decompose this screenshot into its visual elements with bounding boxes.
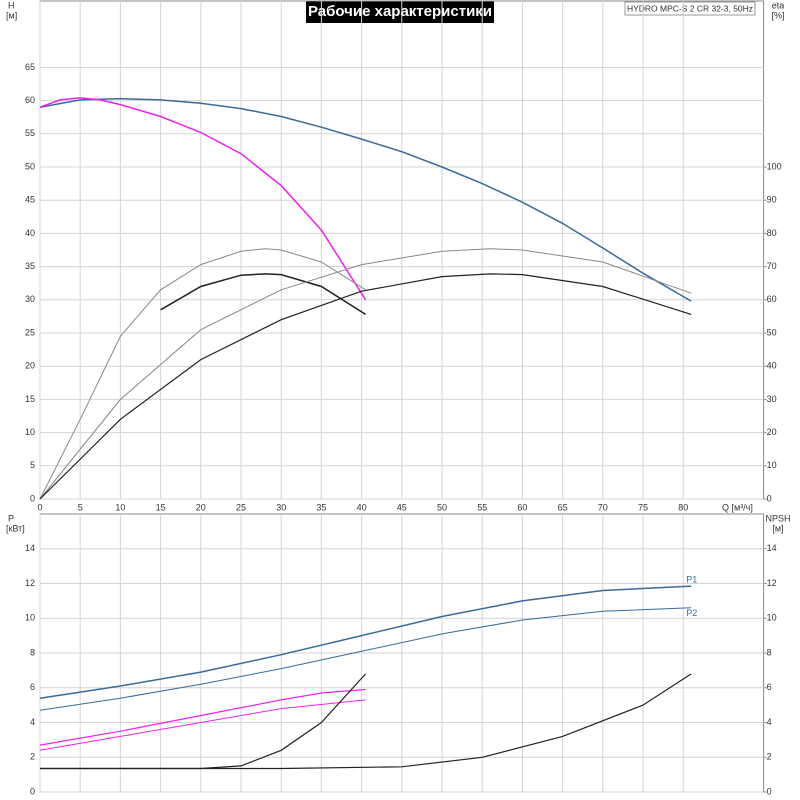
y-tick-label: 12 bbox=[25, 578, 35, 588]
y2-tick-label: 20 bbox=[767, 427, 777, 437]
y2-axis-unit: [м] bbox=[772, 523, 783, 533]
y-tick-label: 30 bbox=[25, 294, 35, 304]
y2-tick-label: 50 bbox=[767, 327, 777, 337]
y-tick-label: 35 bbox=[25, 261, 35, 271]
title-box bbox=[306, 1, 494, 23]
y2-tick-label: 2 bbox=[767, 752, 772, 762]
y2-tick-label: 10 bbox=[767, 460, 777, 470]
y2-axis-label: eta bbox=[772, 0, 785, 10]
y-tick-label: 14 bbox=[25, 543, 35, 553]
x-tick-label: 30 bbox=[276, 502, 286, 512]
y-tick-label: 4 bbox=[30, 717, 35, 727]
y2-tick-label: 10 bbox=[767, 613, 777, 623]
x-tick-label: 70 bbox=[598, 502, 608, 512]
curve bbox=[39, 688, 366, 746]
y-tick-label: 60 bbox=[25, 95, 35, 105]
curve bbox=[40, 673, 692, 770]
y-tick-label: 55 bbox=[25, 128, 35, 138]
y-tick-label: 10 bbox=[25, 613, 35, 623]
y-axis-label: P bbox=[8, 513, 14, 523]
y-tick-label: 20 bbox=[25, 361, 35, 371]
y-tick-label: 5 bbox=[30, 460, 35, 470]
y-tick-label: 65 bbox=[25, 62, 35, 72]
y-axis-unit: [м] bbox=[6, 10, 17, 20]
x-tick-label: 45 bbox=[397, 502, 407, 512]
y-tick-label: 15 bbox=[25, 394, 35, 404]
y-axis-unit: [кВт] bbox=[6, 523, 25, 533]
curve bbox=[39, 97, 692, 302]
y2-tick-label: 60 bbox=[767, 294, 777, 304]
y-tick-label: 10 bbox=[25, 427, 35, 437]
y-tick-label: 50 bbox=[25, 161, 35, 171]
y2-tick-label: 30 bbox=[767, 394, 777, 404]
y-tick-label: 25 bbox=[25, 327, 35, 337]
y-tick-label: 6 bbox=[30, 682, 35, 692]
y-tick-label: 8 bbox=[30, 647, 35, 657]
note-box bbox=[624, 1, 756, 16]
y2-tick-label: 12 bbox=[767, 578, 777, 588]
x-tick-label: 65 bbox=[558, 502, 568, 512]
y2-tick-label: 40 bbox=[767, 361, 777, 371]
y-tick-label: 45 bbox=[25, 195, 35, 205]
y-tick-label: 40 bbox=[25, 228, 35, 238]
y2-tick-label: 4 bbox=[767, 717, 772, 727]
y2-axis-unit: [%] bbox=[771, 10, 784, 20]
x-tick-label: 20 bbox=[196, 502, 206, 512]
y2-tick-label: 6 bbox=[767, 682, 772, 692]
curve bbox=[39, 607, 692, 711]
curve bbox=[39, 585, 692, 699]
y-tick-label: 0 bbox=[30, 493, 35, 503]
y2-tick-label: 80 bbox=[767, 228, 777, 238]
x-tick-label: 5 bbox=[78, 502, 83, 512]
x-tick-label: 10 bbox=[115, 502, 125, 512]
x-tick-label: 15 bbox=[156, 502, 166, 512]
curve bbox=[39, 273, 692, 500]
y2-tick-label: 100 bbox=[767, 161, 782, 171]
curve bbox=[39, 248, 366, 500]
x-tick-label: 0 bbox=[37, 502, 42, 512]
legend-label: P2 bbox=[686, 608, 697, 618]
model-note: HYDRO MPC-S 2 CR 32-3, 50Hz bbox=[627, 3, 753, 13]
x-tick-label: 55 bbox=[477, 502, 487, 512]
y2-tick-label: 90 bbox=[767, 195, 777, 205]
y2-tick-label: 0 bbox=[767, 786, 772, 796]
curve bbox=[39, 699, 366, 751]
x-axis-label: Q [м³/ч] bbox=[722, 502, 753, 512]
x-tick-label: 25 bbox=[236, 502, 246, 512]
y2-tick-label: 0 bbox=[767, 493, 772, 503]
x-tick-label: 75 bbox=[638, 502, 648, 512]
x-tick-label: 60 bbox=[517, 502, 527, 512]
y2-tick-label: 14 bbox=[767, 543, 777, 553]
curve bbox=[39, 97, 367, 301]
y-tick-label: 2 bbox=[30, 752, 35, 762]
y2-tick-label: 8 bbox=[767, 647, 772, 657]
curve bbox=[160, 273, 367, 316]
x-tick-label: 40 bbox=[357, 502, 367, 512]
y-axis-label: H bbox=[8, 0, 15, 10]
y2-axis-label: NPSH bbox=[765, 513, 790, 523]
chart-title: Рабочие характеристики bbox=[308, 3, 492, 20]
x-tick-label: 50 bbox=[437, 502, 447, 512]
curve bbox=[39, 248, 692, 500]
y-tick-label: 0 bbox=[30, 786, 35, 796]
legend-label: P1 bbox=[686, 574, 697, 584]
y2-tick-label: 70 bbox=[767, 261, 777, 271]
x-tick-label: 80 bbox=[678, 502, 688, 512]
x-tick-label: 35 bbox=[316, 502, 326, 512]
